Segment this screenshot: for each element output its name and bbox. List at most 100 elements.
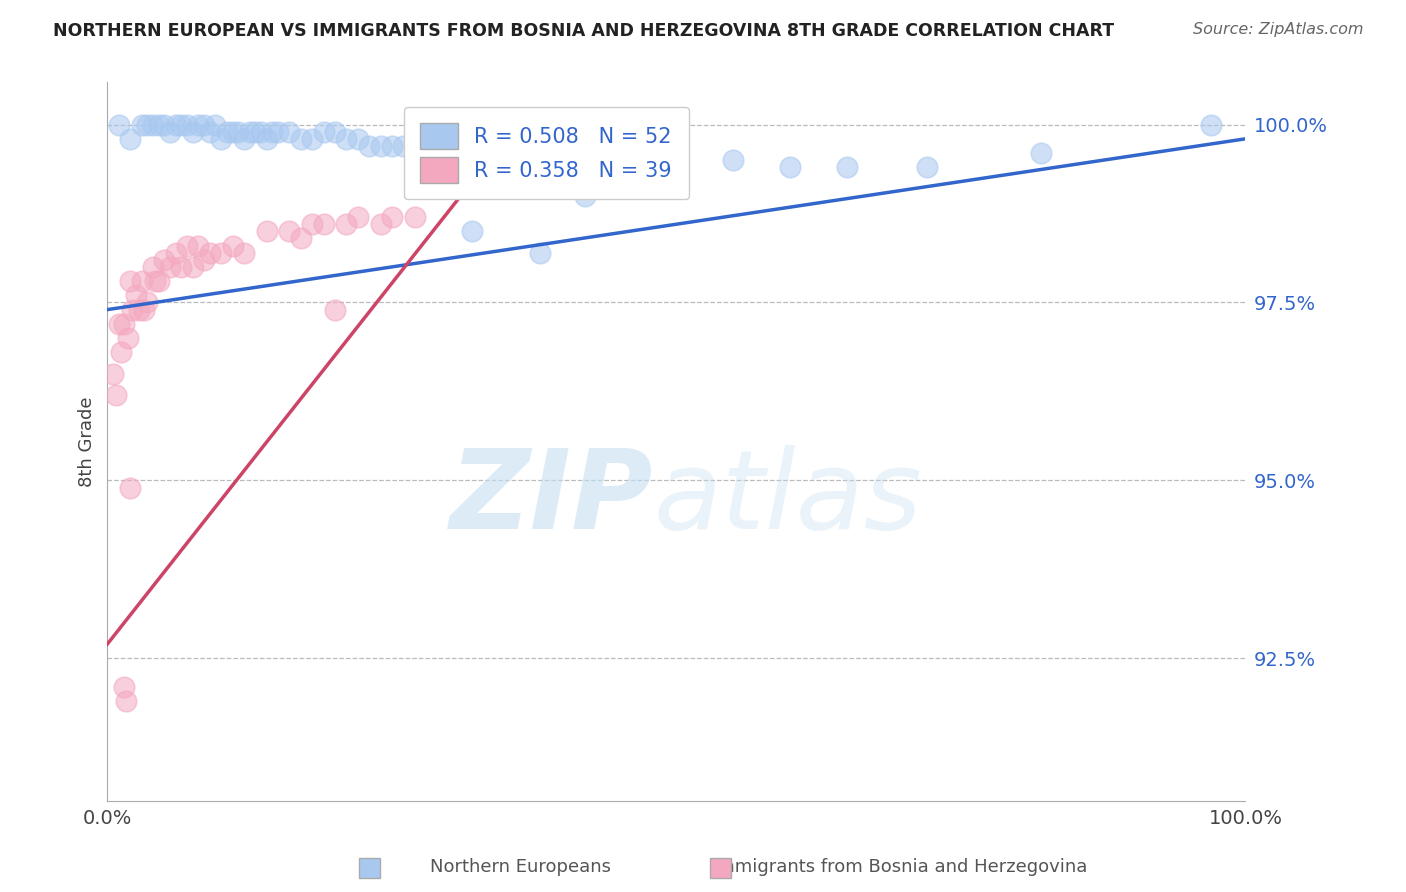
Point xyxy=(198,245,221,260)
Point xyxy=(114,317,136,331)
Text: Source: ZipAtlas.com: Source: ZipAtlas.com xyxy=(1194,22,1364,37)
Point xyxy=(181,125,204,139)
Point xyxy=(335,132,357,146)
Point xyxy=(256,132,278,146)
Text: Northern Europeans: Northern Europeans xyxy=(430,858,610,876)
Point xyxy=(665,161,688,175)
Point xyxy=(239,125,262,139)
Point xyxy=(779,161,801,175)
Point xyxy=(370,217,392,231)
Point xyxy=(267,125,290,139)
Point xyxy=(125,288,148,302)
Point xyxy=(346,210,368,224)
Point xyxy=(301,217,323,231)
Point xyxy=(159,125,181,139)
Point xyxy=(121,302,143,317)
Point xyxy=(915,161,938,175)
Point xyxy=(153,252,176,267)
Point xyxy=(143,274,166,288)
Point xyxy=(312,125,335,139)
Point xyxy=(529,245,551,260)
Point xyxy=(136,118,159,132)
Point xyxy=(574,188,596,202)
Point xyxy=(120,132,142,146)
Point xyxy=(335,217,357,231)
Point xyxy=(221,125,243,139)
Point xyxy=(381,139,404,153)
Point xyxy=(176,238,198,252)
Point xyxy=(101,367,124,381)
Point xyxy=(114,694,136,708)
Point xyxy=(117,331,139,345)
Point xyxy=(193,252,215,267)
Point xyxy=(131,118,153,132)
Point xyxy=(170,118,193,132)
Point xyxy=(107,118,129,132)
Point xyxy=(114,680,136,694)
Point xyxy=(170,260,193,274)
Point xyxy=(233,245,256,260)
Point xyxy=(148,274,170,288)
Point xyxy=(290,231,312,245)
Point xyxy=(392,139,415,153)
Point xyxy=(215,125,238,139)
Point xyxy=(142,118,165,132)
Point xyxy=(128,302,150,317)
Point xyxy=(105,388,128,402)
Text: NORTHERN EUROPEAN VS IMMIGRANTS FROM BOSNIA AND HERZEGOVINA 8TH GRADE CORRELATIO: NORTHERN EUROPEAN VS IMMIGRANTS FROM BOS… xyxy=(53,22,1115,40)
Point xyxy=(256,224,278,238)
Point xyxy=(1029,146,1052,161)
Point xyxy=(415,146,437,161)
Point xyxy=(120,481,142,495)
Point xyxy=(107,317,129,331)
Text: atlas: atlas xyxy=(654,445,922,552)
Point xyxy=(250,125,273,139)
Point xyxy=(233,132,256,146)
Point xyxy=(142,260,165,274)
Point xyxy=(835,161,858,175)
Point xyxy=(204,118,226,132)
Point xyxy=(245,125,267,139)
Point xyxy=(359,139,381,153)
Point xyxy=(370,139,392,153)
Point xyxy=(187,238,209,252)
Point xyxy=(136,295,159,310)
Point xyxy=(346,132,368,146)
Point xyxy=(381,210,404,224)
Point xyxy=(165,118,187,132)
Point xyxy=(132,302,155,317)
Point xyxy=(120,274,142,288)
Point xyxy=(226,125,249,139)
Point xyxy=(404,210,426,224)
Point xyxy=(159,260,181,274)
Point xyxy=(209,132,232,146)
Point xyxy=(323,302,346,317)
Point xyxy=(165,245,187,260)
Text: Immigrants from Bosnia and Herzegovina: Immigrants from Bosnia and Herzegovina xyxy=(713,858,1087,876)
Point xyxy=(176,118,198,132)
Point xyxy=(181,260,204,274)
Point xyxy=(312,217,335,231)
Y-axis label: 8th Grade: 8th Grade xyxy=(79,396,96,486)
Point xyxy=(209,245,232,260)
Point xyxy=(460,224,482,238)
Point xyxy=(1199,118,1222,132)
Point xyxy=(278,125,301,139)
Point xyxy=(437,132,460,146)
Point xyxy=(110,345,132,359)
Point xyxy=(290,132,312,146)
Point xyxy=(262,125,284,139)
Point xyxy=(193,118,215,132)
Point xyxy=(221,238,243,252)
Legend: R = 0.508   N = 52, R = 0.358   N = 39: R = 0.508 N = 52, R = 0.358 N = 39 xyxy=(404,107,689,199)
Point xyxy=(148,118,170,132)
Point xyxy=(131,274,153,288)
Point xyxy=(323,125,346,139)
Point xyxy=(187,118,209,132)
Point xyxy=(404,146,426,161)
Point xyxy=(301,132,323,146)
Point xyxy=(198,125,221,139)
Point xyxy=(153,118,176,132)
Point xyxy=(723,153,745,168)
Point xyxy=(278,224,301,238)
